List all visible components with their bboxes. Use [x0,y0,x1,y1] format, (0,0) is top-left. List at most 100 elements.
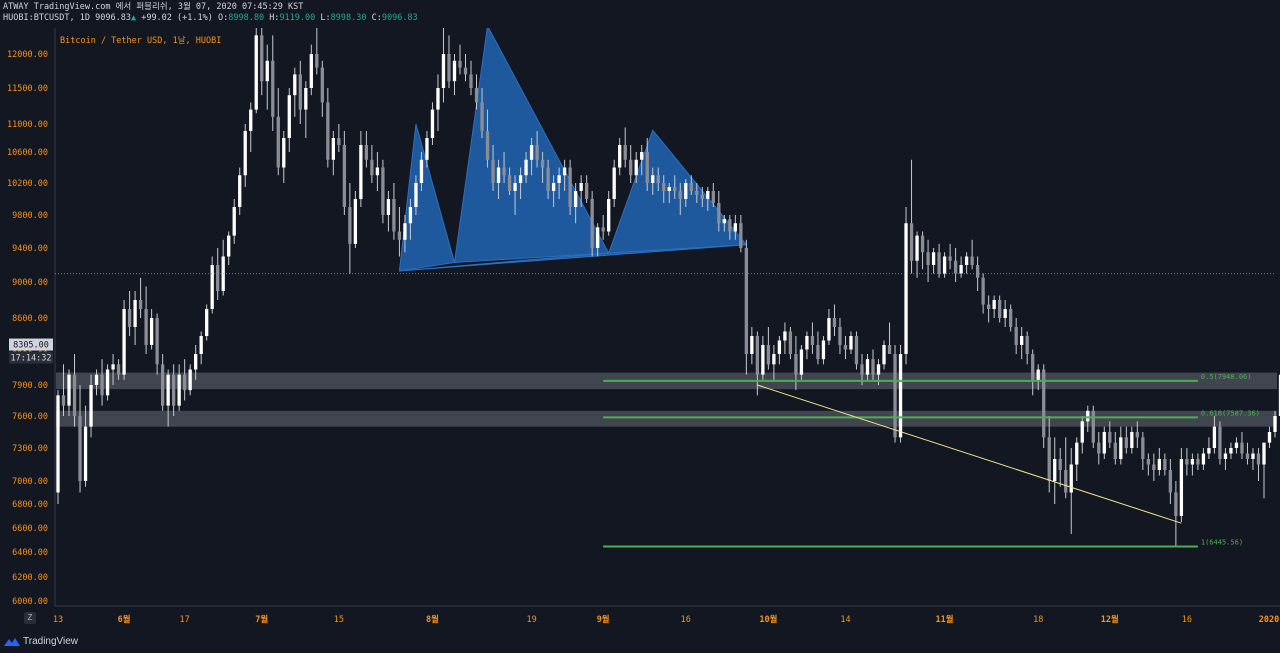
candle [678,183,682,215]
reset-scale-button[interactable]: Z [24,612,36,624]
candle-body [1031,354,1035,380]
candle-body [540,159,545,168]
candle [860,354,864,385]
candle-body [282,138,286,168]
candle-body [1168,470,1173,493]
candle [1124,426,1128,454]
crosshair-time-box [9,351,53,364]
candle-body [1064,470,1068,493]
candles [56,28,1280,546]
candle [425,131,429,168]
candle [788,327,793,360]
candle-body [1278,374,1280,416]
candle-body [1229,448,1233,454]
candle-body [711,191,715,203]
candle [205,304,209,341]
candle-body [254,35,258,110]
candle [56,390,60,504]
candle [1174,481,1178,546]
candle-body [72,374,77,416]
candle [590,191,594,257]
candle-body [1047,437,1051,481]
candle-body [568,167,572,207]
candle [386,191,391,232]
candle-body [684,183,688,199]
candle [1025,331,1029,365]
candle [1102,426,1106,459]
candle [1273,410,1277,438]
candle-body [276,116,280,168]
candle [513,175,517,215]
candle [750,327,754,365]
price-tick-label: 9400.00 [12,244,48,254]
time-tick-label: 13 [53,615,63,625]
candle-body [348,207,352,244]
candle-body [651,175,655,183]
candle-body [766,345,771,365]
candle-body [249,109,253,131]
crosshair-time-label: 17:14:32 [11,354,52,364]
candle [1053,437,1057,504]
candle-body [546,167,550,191]
candle-body [805,336,809,350]
candle-body [474,88,479,103]
price-tick-label: 6400.00 [12,548,48,558]
candle-body [871,359,875,375]
candle-body [739,223,743,248]
time-tick-label: 16 [1182,615,1192,625]
grid [54,28,1280,607]
candle-body [998,300,1002,318]
price-tick-label: 12000.00 [7,50,48,60]
candle-body [496,167,501,183]
candle [111,354,115,385]
candle-body [1075,442,1079,465]
candle [1218,421,1222,465]
time-tick-label: 2020 [1259,615,1279,625]
candle-body [1102,432,1106,454]
candle-body [1234,442,1239,448]
candle-body [1014,327,1018,345]
candle-body [755,336,760,375]
candle [1168,459,1173,504]
candle-body [607,199,611,232]
candle-body [507,175,512,191]
candle-body [485,131,490,160]
candle-body [359,145,363,199]
candle [1130,426,1134,454]
tradingview-logo-icon [4,637,20,646]
candle [1152,453,1156,481]
price-tick-label: 6200.00 [12,573,48,583]
candle [194,345,198,380]
tradingview-logo[interactable]: TradingView [4,636,78,647]
candle-body [271,60,275,117]
time-axis[interactable]: 13 6월 17 7월 15 8월 19 9월 16 10월 14 11월 18 12월 16 2020 [53,614,1279,625]
candle-body [623,145,627,160]
price-axis[interactable]: 12000.00 11500.00 11000.00 10600.00 10200.00… [7,50,53,607]
candlestick-chart[interactable]: 0.5(7940.06) 0.618(7587.36) 1(6445.56) 120… [0,28,1280,632]
time-tick-label: 6월 [118,614,131,625]
symbol-label: HUOBI:BTCUSDT, 1D [3,13,90,23]
candle-body [629,159,633,176]
candle-body [144,309,148,345]
candle [287,88,291,152]
candle [612,159,616,207]
candle-body [1245,453,1250,459]
pattern-triangle-3 [399,244,747,272]
candle [551,175,556,207]
candle [904,207,908,365]
candle [573,183,578,224]
candle-body [557,175,561,183]
candle [89,374,93,438]
candle [909,159,914,274]
candle-body [1130,432,1134,448]
candle [1075,437,1079,481]
candle [607,191,611,236]
candle-body [838,327,842,345]
price-tick-label: 10600.00 [7,148,48,158]
candle-body [524,159,528,176]
candle-body [1108,432,1112,443]
candle-body [331,138,335,160]
candle [827,309,831,345]
candle-body [562,167,567,176]
candle-body [882,345,886,365]
